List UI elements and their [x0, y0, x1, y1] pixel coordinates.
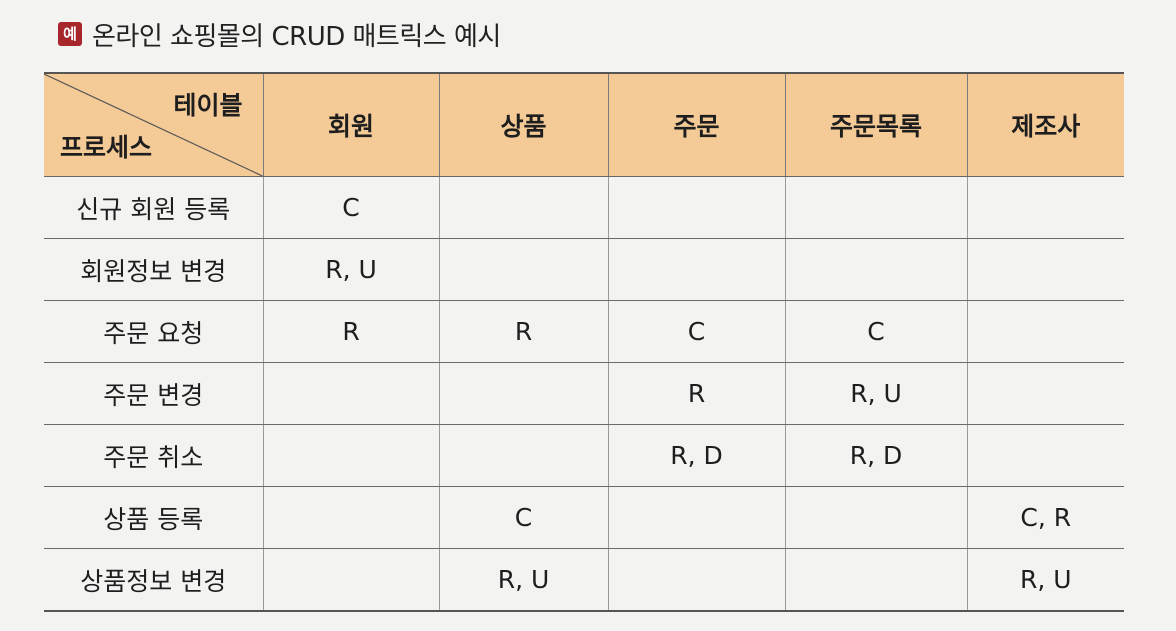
crud-cell: C [784, 300, 967, 363]
crud-cell [784, 176, 967, 239]
header-row: 테이블 프로세스 회원 상품 주문 주문목록 제조사 [44, 72, 1124, 177]
process-cell: 주문 취소 [44, 424, 263, 487]
crud-cell: R, U [438, 548, 608, 612]
crud-cell [262, 486, 439, 549]
crud-cell: R [438, 300, 608, 363]
crud-cell: C [607, 300, 785, 363]
crud-cell [438, 362, 608, 425]
crud-cell: R [607, 362, 785, 425]
crud-cell [784, 486, 967, 549]
crud-cell: C, R [966, 486, 1124, 549]
crud-cell [438, 176, 608, 239]
crud-cell [966, 176, 1124, 239]
process-cell: 상품정보 변경 [44, 548, 263, 612]
crud-cell: R [262, 300, 439, 363]
table-row: 상품 등록 C C, R [44, 486, 1124, 549]
crud-cell: R, D [607, 424, 785, 487]
crud-cell [262, 424, 439, 487]
corner-label-table: 테이블 [173, 91, 243, 120]
column-header: 제조사 [966, 72, 1124, 177]
process-cell: 상품 등록 [44, 486, 263, 549]
process-cell: 회원정보 변경 [44, 238, 263, 301]
crud-cell [607, 486, 785, 549]
caption-title: 온라인 쇼핑몰의 CRUD 매트릭스 예시 [92, 21, 501, 52]
crud-cell [262, 548, 439, 612]
table-row: 주문 취소 R, D R, D [44, 424, 1124, 487]
crud-cell [438, 238, 608, 301]
column-header: 주문 [607, 72, 785, 177]
crud-cell [784, 238, 967, 301]
crud-matrix-table: 테이블 프로세스 회원 상품 주문 주문목록 제조사 신규 회원 등록 C 회원… [44, 72, 1124, 612]
column-header: 상품 [438, 72, 608, 177]
table-row: 주문 요청 R R C C [44, 300, 1124, 363]
example-badge: 예 [58, 22, 82, 46]
process-cell: 신규 회원 등록 [44, 176, 263, 239]
corner-header-cell: 테이블 프로세스 [44, 72, 263, 177]
table-row: 상품정보 변경 R, U R, U [44, 548, 1124, 612]
crud-cell [966, 238, 1124, 301]
crud-cell [262, 362, 439, 425]
crud-cell [607, 548, 785, 612]
crud-cell [966, 362, 1124, 425]
crud-cell [607, 176, 785, 239]
figure-caption: 예 온라인 쇼핑몰의 CRUD 매트릭스 예시 [58, 14, 501, 54]
crud-cell: R, D [784, 424, 967, 487]
table-body: 신규 회원 등록 C 회원정보 변경 R, U 주문 요청 R R C C 주문… [44, 176, 1124, 612]
process-cell: 주문 변경 [44, 362, 263, 425]
crud-cell [438, 424, 608, 487]
crud-cell: C [262, 176, 439, 239]
column-header: 회원 [262, 72, 439, 177]
crud-cell: R, U [784, 362, 967, 425]
crud-cell [966, 300, 1124, 363]
crud-cell [966, 424, 1124, 487]
corner-label-process: 프로세스 [60, 133, 153, 162]
table-row: 신규 회원 등록 C [44, 176, 1124, 239]
crud-cell: R, U [262, 238, 439, 301]
process-cell: 주문 요청 [44, 300, 263, 363]
column-header: 주문목록 [784, 72, 967, 177]
diagonal-divider [44, 74, 263, 176]
crud-cell [784, 548, 967, 612]
table-row: 주문 변경 R R, U [44, 362, 1124, 425]
crud-cell [607, 238, 785, 301]
table-row: 회원정보 변경 R, U [44, 238, 1124, 301]
crud-cell: C [438, 486, 608, 549]
crud-cell: R, U [966, 548, 1124, 612]
